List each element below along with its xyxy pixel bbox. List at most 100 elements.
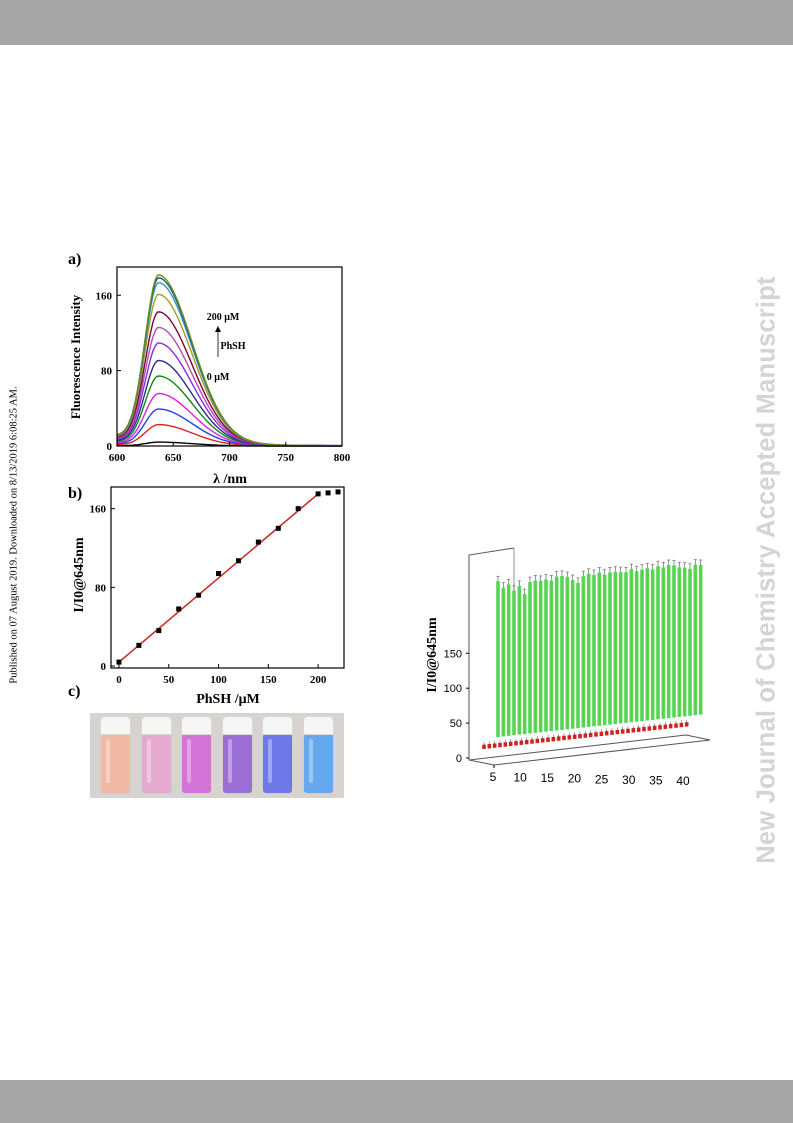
x-tick-label: 200	[310, 674, 327, 686]
green-bar-27	[634, 571, 639, 722]
annotation-bottom: 0 μM	[207, 372, 230, 383]
y-tick-label: 0	[101, 661, 107, 673]
red-bar-37	[674, 723, 678, 728]
green-bar-12	[554, 576, 559, 731]
annotation-mid: PhSH	[220, 341, 245, 352]
green-bar-34	[672, 565, 676, 718]
x-tick-label: 15	[541, 771, 555, 785]
green-bar-31	[656, 566, 660, 720]
y-tick-label: 100	[444, 683, 462, 695]
y-tick-label: 80	[101, 366, 113, 378]
floor-frame	[468, 734, 711, 766]
red-bar-22	[594, 732, 598, 737]
red-bar-25	[610, 730, 614, 735]
footer-band	[0, 1080, 793, 1123]
green-bar-16	[576, 582, 580, 729]
annotation-arrowhead	[215, 326, 221, 332]
data-point-6	[235, 558, 241, 564]
vial-cap	[303, 716, 334, 735]
green-bar-13	[560, 575, 564, 730]
green-bar-7	[528, 582, 532, 734]
x-tick-label: 20	[568, 772, 582, 786]
green-bar-36	[682, 567, 687, 717]
panel-c-label: c)	[68, 683, 81, 700]
green-bar-15	[570, 579, 575, 729]
green-bar-5	[517, 585, 522, 735]
red-bar-33	[652, 725, 657, 731]
x-tick-label: 35	[649, 773, 663, 787]
red-bar-14	[551, 736, 556, 742]
red-bar-32	[647, 726, 652, 731]
green-bar-33	[666, 565, 671, 719]
x-axis-label: λ /nm	[213, 472, 247, 487]
y-tick-label: 160	[96, 290, 113, 302]
green-bar-19	[592, 575, 596, 727]
green-bar-17	[581, 576, 586, 728]
data-point-8	[275, 525, 281, 531]
red-bar-3	[492, 743, 497, 748]
data-point-0	[116, 659, 122, 665]
data-point-9	[295, 506, 301, 512]
red-bar-17	[567, 735, 572, 740]
red-bar-24	[604, 731, 609, 736]
data-point-10	[315, 491, 321, 497]
red-bar-28	[626, 728, 630, 734]
red-bar-19	[578, 734, 582, 739]
x-tick-label: 50	[163, 674, 175, 686]
x-tick-label: 600	[109, 452, 126, 464]
y-axis-label: Fluorescence Intensity	[68, 294, 83, 419]
red-bar-38	[679, 722, 684, 728]
red-bar-23	[599, 731, 604, 737]
vial-cap	[100, 716, 131, 735]
vial-3	[181, 716, 212, 794]
vial-6	[303, 716, 334, 794]
red-bar-9	[524, 739, 529, 745]
y-tick-label: 0	[107, 441, 113, 453]
green-bar-22	[608, 572, 612, 725]
data-point-7	[255, 539, 261, 545]
linear-fit-line	[118, 493, 319, 663]
panel-a-label: a)	[68, 251, 82, 268]
red-bar-29	[631, 728, 636, 733]
red-bar-1	[482, 744, 486, 749]
red-bar-2	[487, 744, 492, 749]
red-bar-30	[636, 727, 641, 732]
vial-cap	[222, 716, 253, 735]
x-tick-label: 10	[513, 771, 527, 785]
green-bar-9	[538, 580, 543, 733]
vial-cap	[141, 716, 172, 735]
red-bar-13	[546, 737, 550, 742]
green-bar-4	[512, 590, 516, 736]
red-bar-18	[572, 734, 577, 739]
x-tick-label: 25	[595, 772, 609, 786]
vials-photo	[90, 713, 344, 798]
green-bar-11	[549, 580, 554, 732]
data-point-12	[335, 489, 341, 495]
plot-b-frame	[110, 486, 345, 669]
red-bar-39	[684, 722, 689, 727]
green-bar-39	[698, 564, 703, 715]
vial-4	[222, 716, 253, 794]
red-bar-26	[615, 729, 620, 735]
header-band	[0, 0, 793, 45]
red-bar-4	[498, 742, 502, 748]
green-bar-23	[613, 571, 618, 725]
y-tick-label: 50	[450, 718, 462, 730]
green-bar-10	[544, 579, 548, 732]
red-bar-34	[658, 725, 662, 730]
vial-1	[100, 716, 131, 794]
green-bar-1	[496, 581, 500, 737]
y-tick-label: 0	[456, 753, 462, 765]
red-bar-27	[620, 729, 625, 734]
green-bar-18	[586, 573, 591, 727]
panel-b-label: b)	[68, 485, 83, 502]
red-bar-12	[540, 738, 545, 743]
data-point-11	[325, 490, 331, 496]
vial-2	[141, 716, 172, 794]
y-axis-label: I/I0@645nm	[425, 617, 440, 693]
green-bar-21	[602, 574, 607, 726]
data-point-2	[156, 628, 162, 634]
red-bar-6	[508, 741, 513, 747]
